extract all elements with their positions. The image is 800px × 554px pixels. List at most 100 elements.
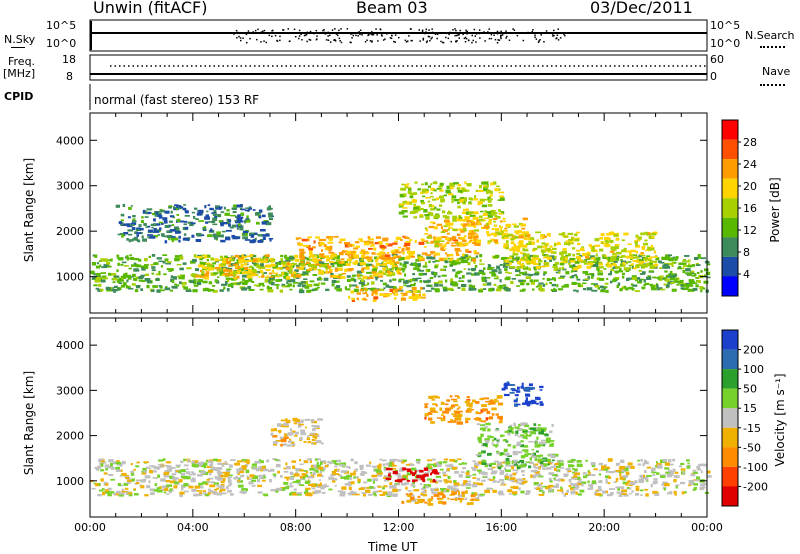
data-cell — [269, 276, 274, 278]
data-cell — [159, 486, 162, 490]
data-cell — [467, 219, 473, 223]
data-cell — [123, 482, 129, 486]
data-cell — [208, 489, 213, 493]
nsky-point — [488, 37, 491, 40]
data-cell — [231, 224, 236, 228]
data-cell — [497, 491, 504, 495]
data-cell — [618, 256, 624, 259]
data-cell — [396, 479, 403, 482]
data-cell — [493, 437, 497, 441]
data-cell — [186, 468, 189, 471]
data-cell — [251, 268, 257, 271]
data-cell — [280, 475, 283, 478]
data-cell — [454, 480, 457, 484]
data-cell — [159, 209, 165, 213]
data-cell — [190, 478, 196, 483]
data-cell — [507, 478, 511, 481]
data-cell — [537, 260, 543, 263]
data-cell — [320, 461, 323, 465]
data-cell — [361, 298, 366, 301]
data-cell — [521, 227, 526, 230]
data-cell — [101, 266, 107, 269]
data-cell — [196, 232, 202, 236]
data-cell — [394, 479, 399, 482]
data-cell — [561, 250, 567, 255]
data-cell — [297, 421, 301, 424]
data-cell — [224, 460, 227, 463]
data-cell — [476, 423, 481, 426]
data-cell — [510, 242, 515, 245]
data-cell — [390, 467, 397, 470]
data-cell — [327, 460, 330, 464]
data-cell — [382, 463, 386, 467]
data-cell — [444, 403, 449, 406]
data-cell — [175, 477, 179, 480]
data-cell — [183, 464, 189, 467]
nsky-point — [358, 31, 360, 33]
data-cell — [478, 189, 484, 192]
nsky-point — [238, 35, 240, 38]
data-cell — [246, 489, 249, 492]
data-cell — [213, 209, 217, 213]
data-cell — [526, 243, 532, 246]
data-cell — [447, 468, 450, 471]
data-cell — [598, 480, 603, 484]
data-cell — [260, 469, 264, 472]
data-cell — [441, 236, 448, 239]
data-cell — [254, 237, 257, 240]
data-cell — [465, 417, 471, 421]
data-cell — [487, 428, 491, 432]
data-cell — [289, 471, 294, 475]
data-cell — [588, 244, 592, 247]
data-cell — [315, 440, 322, 444]
nsky-point — [306, 31, 309, 33]
data-cell — [207, 288, 211, 292]
colorbar-swatch — [722, 276, 738, 296]
data-cell — [521, 469, 525, 473]
data-cell — [92, 262, 96, 266]
data-cell — [668, 259, 674, 262]
nsky-point — [551, 33, 554, 35]
data-cell — [448, 260, 453, 263]
data-cell — [371, 281, 375, 285]
data-cell — [229, 271, 236, 275]
data-cell — [203, 226, 206, 228]
data-cell — [404, 237, 410, 239]
data-cell — [512, 469, 519, 472]
data-cell — [435, 482, 438, 484]
data-cell — [528, 267, 531, 271]
data-cell — [576, 481, 583, 486]
data-cell — [414, 181, 418, 184]
nsky-point — [442, 41, 445, 44]
data-cell — [424, 233, 429, 235]
data-cell — [289, 288, 293, 291]
data-cell — [551, 473, 558, 477]
nsky-point — [384, 38, 386, 40]
data-cell — [360, 473, 365, 476]
data-cell — [227, 484, 232, 487]
data-cell — [128, 275, 135, 278]
data-cell — [615, 266, 621, 269]
nsky-point — [462, 33, 464, 36]
data-cell — [600, 233, 605, 236]
data-cell — [230, 214, 236, 217]
data-cell — [542, 491, 545, 494]
data-cell — [113, 275, 120, 278]
data-cell — [634, 480, 638, 484]
data-cell — [560, 261, 567, 263]
data-cell — [429, 276, 434, 279]
data-cell — [358, 282, 364, 285]
data-cell — [520, 464, 526, 468]
data-cell — [126, 274, 131, 278]
data-cell — [112, 277, 118, 281]
data-cell — [479, 259, 482, 263]
data-cell — [256, 271, 263, 273]
data-cell — [117, 287, 120, 291]
data-cell — [91, 277, 95, 280]
data-cell — [313, 240, 316, 244]
data-cell — [514, 247, 521, 251]
data-cell — [224, 471, 230, 476]
data-cell — [94, 254, 98, 258]
data-cell — [427, 459, 432, 462]
data-cell — [447, 475, 451, 480]
